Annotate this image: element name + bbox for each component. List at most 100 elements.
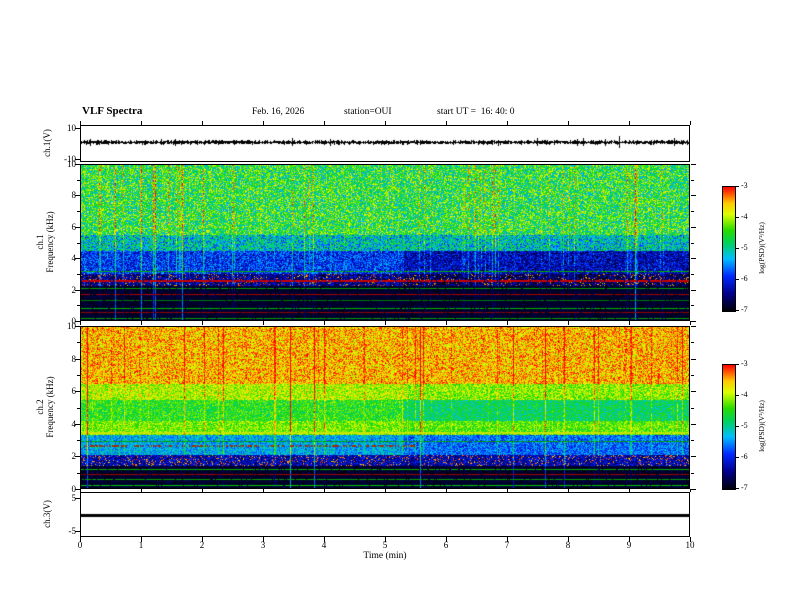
tick-mark (691, 195, 696, 196)
ch1-voltage-panel (80, 125, 690, 162)
ch2-spectrogram-canvas (81, 327, 689, 488)
tick-mark (141, 537, 142, 542)
tick-mark (75, 164, 80, 165)
freq-tick-label: 4 (71, 419, 77, 429)
tick-mark (507, 121, 508, 125)
tick-mark (75, 258, 80, 259)
tick-mark (568, 489, 569, 492)
tick-mark (77, 243, 80, 244)
header-date: Feb. 16, 2026 (252, 107, 305, 117)
tick-mark (263, 489, 264, 492)
tick-mark (202, 537, 203, 542)
tick-mark (141, 121, 142, 125)
cbar-2-tick-label: -3 (741, 359, 748, 368)
tick-mark (80, 321, 81, 325)
ch1-spectrogram-canvas (81, 165, 689, 320)
cbar-2-tick-label: -7 (741, 483, 748, 492)
tick-mark (75, 195, 80, 196)
tick-mark (691, 305, 694, 306)
ch2-spectrogram-panel (80, 326, 690, 489)
freq-tick-label: 8 (71, 190, 77, 200)
tick-mark (77, 274, 80, 275)
tick-mark (77, 305, 80, 306)
tick-mark (736, 488, 739, 489)
x-tick-label: 8 (565, 540, 571, 550)
tick-mark (690, 537, 691, 542)
tick-mark (80, 489, 81, 492)
tick-mark (80, 121, 81, 125)
tick-mark (75, 531, 80, 532)
tick-mark (324, 121, 325, 125)
tick-mark (507, 489, 508, 492)
tick-mark (263, 537, 264, 542)
x-tick-label: 4 (321, 540, 327, 550)
tick-mark (324, 321, 325, 325)
freq-tick-label: 6 (71, 222, 77, 232)
tick-mark (324, 537, 325, 542)
tick-mark (324, 489, 325, 492)
x-tick-label: 3 (260, 540, 266, 550)
tick-mark (736, 310, 739, 311)
tick-mark (691, 342, 694, 343)
tick-mark (691, 424, 696, 425)
freq-tick-label: 6 (71, 386, 77, 396)
tick-mark (629, 121, 630, 125)
tick-mark (691, 211, 694, 212)
freq-tick-label: 2 (71, 285, 77, 295)
tick-mark (507, 537, 508, 542)
freq-tick-label: 8 (71, 354, 77, 364)
colorbar-2 (722, 364, 736, 490)
tick-mark (75, 326, 80, 327)
tick-mark (690, 121, 691, 125)
tick-mark (385, 489, 386, 492)
x-tick-label: 9 (626, 540, 632, 550)
tick-mark (75, 290, 80, 291)
tick-mark (202, 121, 203, 125)
tick-mark (77, 180, 80, 181)
cbar-1-tick-label: -6 (741, 274, 748, 283)
cbar-1-tick-label: -5 (741, 243, 748, 252)
tick-mark (568, 121, 569, 125)
freq-tick-label: 0 (71, 484, 77, 494)
tick-mark (691, 227, 696, 228)
freq-tick-label: 2 (71, 451, 77, 461)
x-tick-label: 0 (77, 540, 83, 550)
tick-mark (736, 364, 739, 365)
ch1-voltage-tick-label: 10 (67, 123, 76, 133)
tick-mark (736, 426, 739, 427)
header-station: station=OUI (344, 107, 392, 117)
tick-mark (75, 391, 80, 392)
tick-mark (736, 217, 739, 218)
tick-mark (75, 159, 80, 160)
tick-mark (691, 440, 694, 441)
tick-mark (77, 342, 80, 343)
tick-mark (263, 321, 264, 325)
tick-mark (736, 457, 739, 458)
tick-mark (75, 424, 80, 425)
tick-mark (75, 498, 80, 499)
tick-mark (629, 489, 630, 492)
tick-mark (77, 440, 80, 441)
ch3-voltage-tick-label: -5 (68, 526, 77, 536)
tick-mark (691, 274, 694, 275)
tick-mark (629, 537, 630, 542)
tick-mark (690, 321, 691, 325)
tick-mark (568, 537, 569, 542)
tick-mark (690, 489, 691, 492)
tick-mark (446, 121, 447, 125)
tick-mark (691, 326, 696, 327)
ch3-voltage-axis-label: ch.3(V) (42, 500, 52, 528)
tick-mark (75, 456, 80, 457)
ch3-voltage-tick-label: 5 (71, 493, 77, 503)
tick-mark (385, 321, 386, 325)
tick-mark (80, 537, 81, 542)
tick-mark (385, 121, 386, 125)
tick-mark (736, 279, 739, 280)
tick-mark (507, 321, 508, 325)
x-tick-label: 6 (443, 540, 449, 550)
tick-mark (75, 489, 80, 490)
tick-mark (141, 321, 142, 325)
tick-mark (691, 391, 696, 392)
ch1-voltage-tick-label: -10 (64, 154, 76, 164)
tick-mark (77, 375, 80, 376)
